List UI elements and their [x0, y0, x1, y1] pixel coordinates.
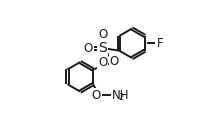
Text: S: S [98, 41, 107, 55]
Text: O: O [92, 89, 101, 102]
Text: O: O [98, 28, 107, 41]
Text: O: O [98, 56, 107, 69]
Text: NH: NH [112, 89, 129, 102]
Text: O: O [109, 55, 118, 68]
Text: O: O [84, 42, 93, 55]
Text: 2: 2 [118, 93, 123, 102]
Text: F: F [157, 37, 163, 50]
